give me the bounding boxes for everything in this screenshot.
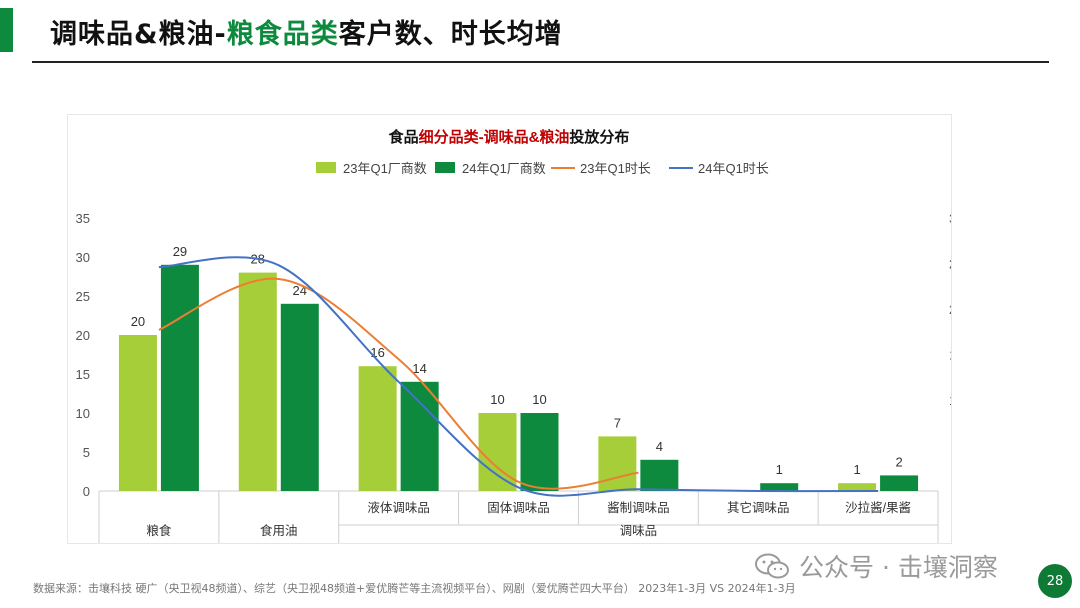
title-divider [32, 61, 1049, 63]
page-title: 调味品&粮油-粮食品类客户数、时长均增 [50, 19, 563, 50]
y-right-tick-label: 300,000 [949, 211, 951, 226]
x-tick-label: 食用油 [260, 523, 298, 538]
x-tick-label: 固体调味品 [487, 501, 550, 515]
bar-value-label: 1 [853, 462, 860, 477]
page-number: 28 [1038, 564, 1072, 598]
bar-value-label: 29 [173, 244, 187, 259]
bar [478, 413, 517, 491]
title-accent-bar [0, 8, 13, 52]
bar [400, 381, 439, 491]
legend-label: 24年Q1厂商数 [462, 161, 546, 176]
bar-value-label: 16 [370, 345, 384, 360]
legend-label: 23年Q1时长 [580, 161, 651, 176]
bar [118, 335, 157, 491]
wechat-icon [755, 553, 789, 579]
x-tick-label: 粮食 [146, 523, 172, 538]
line-series-23q1-duration [158, 277, 639, 490]
legend-marker [435, 162, 455, 173]
y-left-tick-label: 10 [76, 406, 90, 421]
bar-value-label: 10 [490, 392, 504, 407]
bar [880, 475, 919, 491]
bar [238, 272, 277, 491]
bar-value-label: 4 [656, 439, 663, 454]
data-source-note: 数据来源：击壤科技 硬广（央卫视48频道）、综艺（央卫视48频道+爱优腾芒等主流… [33, 582, 796, 595]
legend-label: 23年Q1厂商数 [343, 161, 427, 176]
bar [358, 366, 397, 491]
y-right-tick-label: 250,000 [949, 257, 951, 272]
x-tick-label: 酱制调味品 [607, 500, 670, 515]
y-right-tick-label: 150,000 [949, 348, 951, 363]
bar-value-label: 20 [131, 314, 145, 329]
bar-value-label: 1 [776, 462, 783, 477]
y-left-tick-label: 20 [76, 328, 90, 343]
bar-value-label: 7 [614, 415, 621, 430]
chart-panel: 食品细分品类-调味品&粮油投放分布 23年Q1厂商数 24年Q1厂商数 23年Q1时长… [67, 114, 952, 544]
bar-value-label: 2 [895, 454, 902, 469]
y-right-tick-label: 100,000 [949, 393, 951, 408]
watermark: 公众号 · 击壤洞察 [755, 548, 998, 584]
bar [598, 436, 637, 491]
y-left-tick-label: 15 [76, 367, 90, 382]
bar-value-label: 10 [532, 392, 546, 407]
chart-title: 食品细分品类-调味品&粮油投放分布 [389, 128, 630, 146]
y-left-tick-label: 0 [83, 484, 90, 499]
x-group-label: 调味品 [620, 524, 658, 538]
legend-marker [316, 162, 336, 173]
y-left-tick-label: 5 [83, 445, 90, 460]
x-tick-label: 液体调味品 [367, 500, 430, 515]
y-left-tick-label: 30 [76, 250, 90, 265]
x-tick-label: 沙拉酱/果酱 [845, 500, 911, 515]
y-left-tick-label: 35 [76, 211, 90, 226]
bar [520, 413, 559, 491]
y-left-tick-label: 25 [76, 289, 90, 304]
bar [160, 264, 199, 491]
x-tick-label: 其它调味品 [727, 500, 790, 515]
y-right-tick-label: 200,000 [949, 302, 951, 317]
bar [838, 483, 877, 491]
chart-svg: 食品细分品类-调味品&粮油投放分布 23年Q1厂商数 24年Q1厂商数 23年Q1时长… [76, 128, 951, 543]
bar [280, 303, 319, 491]
watermark-text: 公众号 · 击壤洞察 [799, 553, 998, 582]
bar-value-label: 14 [412, 361, 426, 376]
bar [640, 459, 679, 491]
legend-label: 24年Q1时长 [698, 161, 769, 176]
line-series-24q1-duration [158, 256, 879, 497]
bar [760, 483, 799, 491]
